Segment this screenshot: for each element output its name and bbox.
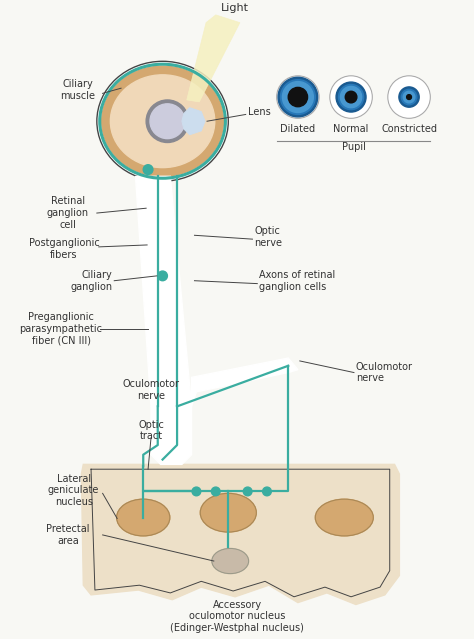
Text: Pretectal
area: Pretectal area [46, 524, 90, 546]
Text: Ciliary
muscle: Ciliary muscle [60, 79, 95, 101]
Text: Lateral
geniculate
nucleus: Lateral geniculate nucleus [48, 474, 100, 507]
Circle shape [192, 487, 201, 496]
Circle shape [340, 86, 362, 108]
Text: Lens: Lens [247, 107, 270, 116]
Circle shape [278, 77, 318, 117]
Text: Accessory
oculomotor nucleus
(Edinger-Westphal nucleus): Accessory oculomotor nucleus (Edinger-We… [170, 599, 304, 633]
Circle shape [146, 100, 189, 142]
Text: Dilated: Dilated [280, 124, 316, 134]
Ellipse shape [97, 61, 228, 181]
Circle shape [263, 487, 271, 496]
Text: Pupil: Pupil [342, 142, 365, 153]
Circle shape [345, 91, 357, 103]
Circle shape [399, 87, 419, 107]
Circle shape [403, 91, 415, 103]
Circle shape [143, 165, 153, 174]
Text: Constricted: Constricted [381, 124, 437, 134]
Text: Optic
tract: Optic tract [138, 420, 164, 442]
Text: Optic
nerve: Optic nerve [255, 226, 283, 248]
Polygon shape [82, 465, 400, 604]
Circle shape [388, 76, 430, 118]
Ellipse shape [201, 493, 256, 532]
Text: Postganglionic
fibers: Postganglionic fibers [28, 238, 100, 259]
Circle shape [150, 104, 185, 139]
Circle shape [407, 95, 411, 100]
Circle shape [288, 88, 308, 107]
Circle shape [330, 76, 372, 118]
Polygon shape [191, 358, 298, 406]
Ellipse shape [110, 75, 215, 167]
Ellipse shape [102, 66, 223, 176]
Text: Oculomotor
nerve: Oculomotor nerve [122, 379, 180, 401]
Circle shape [211, 487, 220, 496]
Circle shape [283, 82, 313, 112]
Text: Retinal
ganglion
cell: Retinal ganglion cell [47, 196, 89, 229]
Ellipse shape [315, 499, 374, 536]
Circle shape [281, 80, 315, 114]
Polygon shape [136, 176, 191, 406]
Text: Ciliary
ganglion: Ciliary ganglion [70, 270, 112, 291]
Circle shape [401, 89, 417, 105]
Text: Normal: Normal [333, 124, 369, 134]
Text: Preganglionic
parasympathetic
fiber (CN III): Preganglionic parasympathetic fiber (CN … [19, 312, 102, 346]
Ellipse shape [212, 548, 248, 574]
Polygon shape [187, 15, 240, 102]
Circle shape [336, 82, 366, 112]
Circle shape [338, 84, 364, 110]
Ellipse shape [117, 499, 170, 536]
Circle shape [277, 76, 319, 118]
Text: Light: Light [221, 3, 249, 13]
Circle shape [158, 271, 167, 281]
Circle shape [243, 487, 252, 496]
Polygon shape [182, 108, 205, 135]
Polygon shape [151, 406, 191, 465]
Text: Oculomotor
nerve: Oculomotor nerve [356, 362, 413, 383]
Text: Axons of retinal
ganglion cells: Axons of retinal ganglion cells [259, 270, 336, 291]
